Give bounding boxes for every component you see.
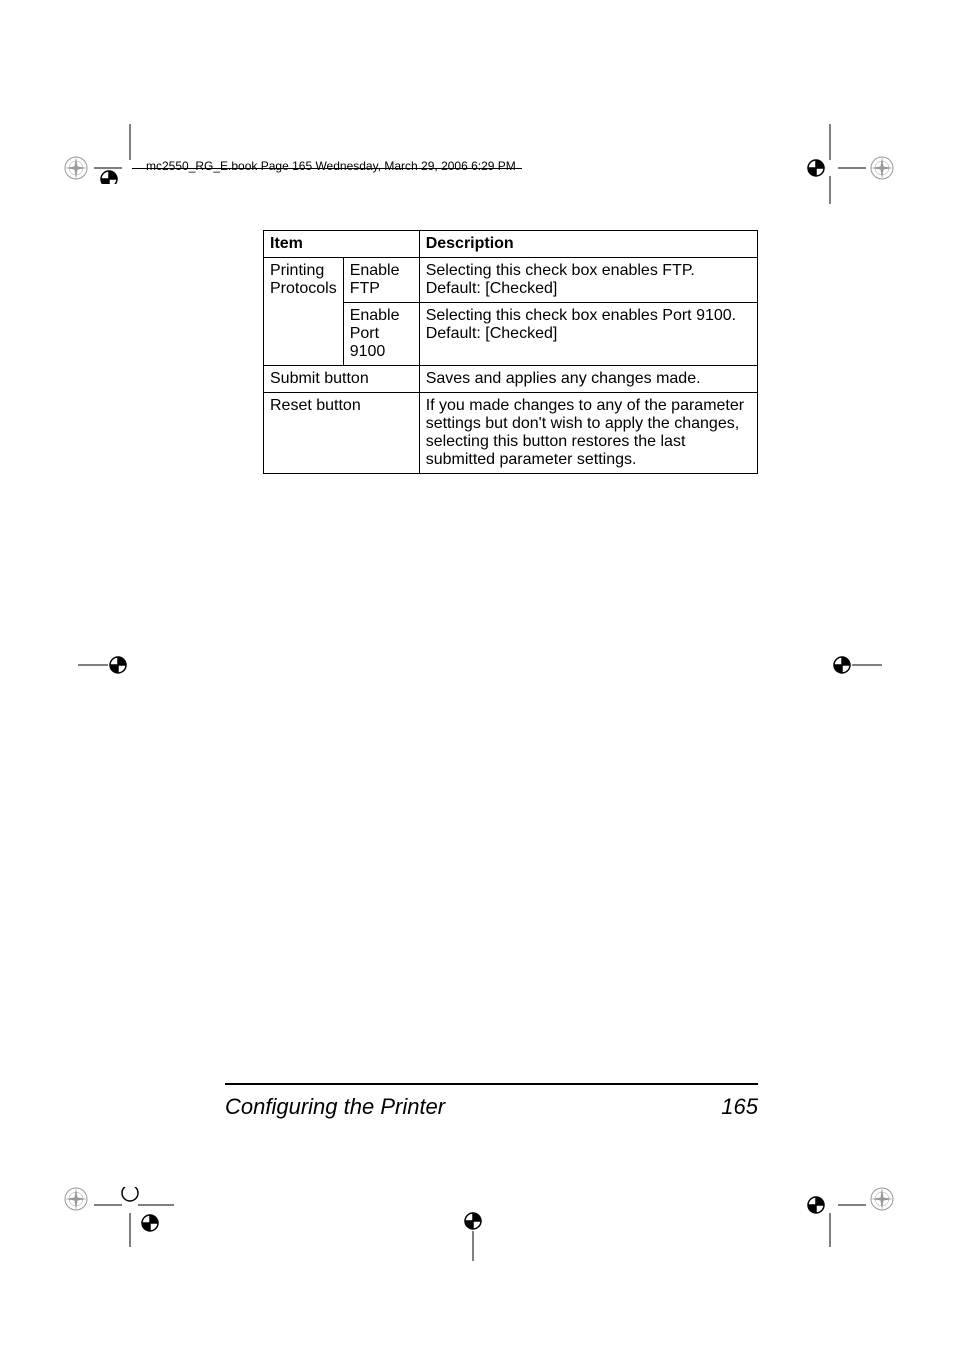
- cell-text: Submit button: [270, 370, 369, 387]
- content-area: Item Description Printing Protocols Enab…: [263, 230, 758, 474]
- cell-item: Reset button: [264, 393, 420, 474]
- cell-text: If you made changes to any of the parame…: [426, 397, 744, 468]
- table-row: Printing Protocols Enable FTP Selecting …: [264, 258, 758, 303]
- cell-subitem: Enable Port 9100: [343, 303, 419, 366]
- compass-star-icon: [64, 156, 88, 180]
- cell-text: Saves and applies any changes made.: [426, 370, 701, 387]
- footer-title: Configuring the Printer: [225, 1094, 445, 1120]
- cell-description: Saves and applies any changes made.: [419, 366, 757, 393]
- crop-mark-icon: [806, 124, 866, 204]
- cell-text: Printing Protocols: [270, 262, 337, 297]
- table-row: Submit button Saves and applies any chan…: [264, 366, 758, 393]
- crop-mark-icon: [832, 650, 882, 680]
- crop-mark-icon: [94, 124, 154, 184]
- table-row: Enable Port 9100 Selecting this check bo…: [264, 303, 758, 366]
- cell-subitem: Enable FTP: [343, 258, 419, 303]
- cell-description: Selecting this check box enables FTP. De…: [419, 258, 757, 303]
- compass-star-icon: [870, 156, 894, 180]
- col-header-item: Item: [264, 231, 420, 258]
- cell-item: Submit button: [264, 366, 420, 393]
- cell-text: Enable FTP: [350, 262, 400, 297]
- table-row: Reset button If you made changes to any …: [264, 393, 758, 474]
- page-number: 165: [721, 1094, 758, 1120]
- cell-description: If you made changes to any of the parame…: [419, 393, 757, 474]
- settings-table: Item Description Printing Protocols Enab…: [263, 230, 758, 474]
- crop-mark-icon: [806, 1187, 866, 1247]
- table-header-row: Item Description: [264, 231, 758, 258]
- crop-mark-icon: [458, 1211, 488, 1261]
- crop-mark-icon: [94, 1187, 174, 1247]
- compass-star-icon: [870, 1187, 894, 1211]
- cell-text: Selecting this check box enables FTP. De…: [426, 262, 695, 297]
- cell-text: Enable Port 9100: [350, 307, 400, 360]
- cell-text: Selecting this check box enables Port 91…: [426, 307, 736, 342]
- crop-mark-icon: [78, 650, 128, 680]
- header-text: mc2550_RG_E.book Page 165 Wednesday, Mar…: [146, 159, 516, 173]
- footer-rule: [225, 1083, 758, 1085]
- cell-text: Reset button: [270, 397, 361, 414]
- col-header-description: Description: [419, 231, 757, 258]
- compass-star-icon: [64, 1187, 88, 1211]
- cell-description: Selecting this check box enables Port 91…: [419, 303, 757, 366]
- page: mc2550_RG_E.book Page 165 Wednesday, Mar…: [0, 0, 954, 1351]
- cell-item: Printing Protocols: [264, 258, 344, 303]
- cell-item: [264, 303, 344, 366]
